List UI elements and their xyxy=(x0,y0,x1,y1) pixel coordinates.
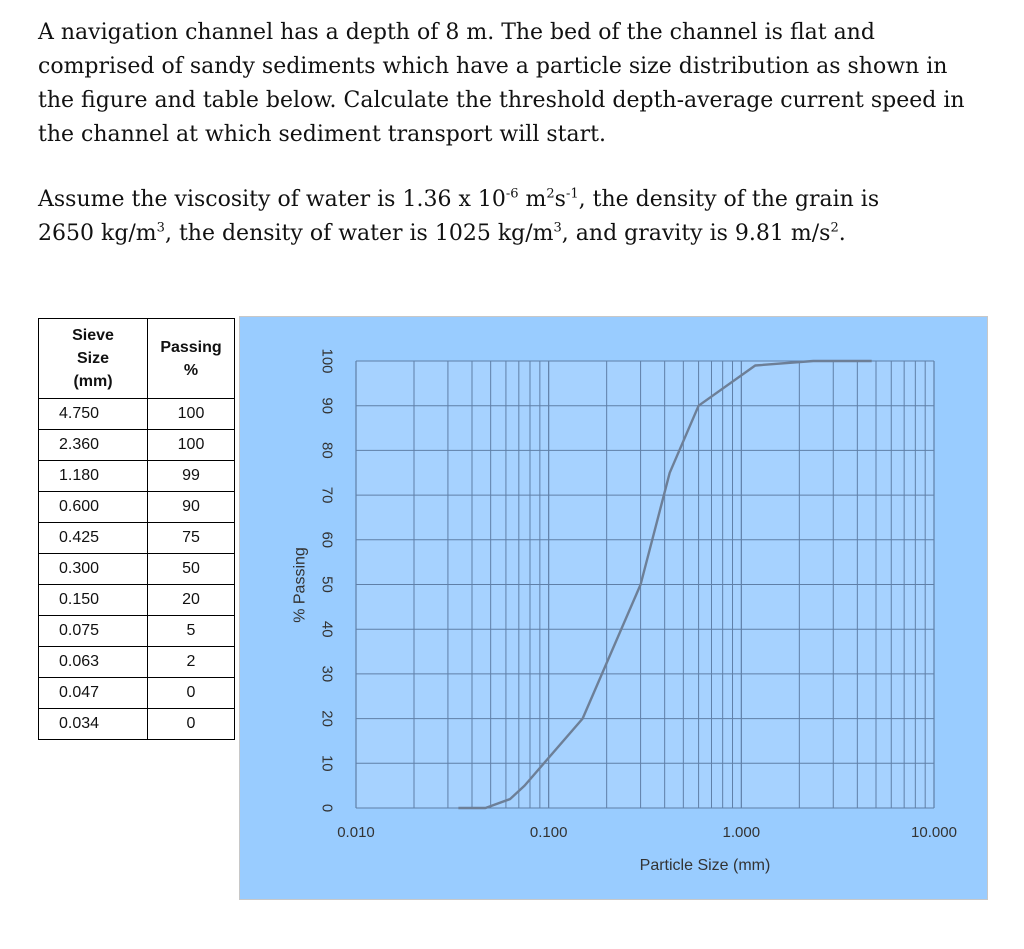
sieve-size-cell: 0.600 xyxy=(38,491,148,523)
gravity-text: , and gravity is 9.81 m/s xyxy=(561,221,831,246)
sieve-size-cell: 0.063 xyxy=(38,646,148,678)
passing-cell: 90 xyxy=(147,491,235,523)
assumptions-line-2: 2650 kg/m3, the density of water is 1025… xyxy=(38,217,998,251)
y-tick-label: 50 xyxy=(319,576,336,593)
problem-paragraph-2: Assume the viscosity of water is 1.36 x … xyxy=(38,183,998,251)
grain-density-exponent: 3 xyxy=(156,220,165,236)
passing-cell: 100 xyxy=(147,429,235,461)
passing-cell: 50 xyxy=(147,553,235,585)
sieve-size-cell: 4.750 xyxy=(38,398,148,430)
table-row: 2.360 100 xyxy=(38,429,235,461)
y-tick-label: 20 xyxy=(319,710,336,727)
viscosity-unit-s: s xyxy=(554,187,566,212)
gravity-exponent: 2 xyxy=(830,220,839,236)
header-line: Passing xyxy=(160,338,222,356)
table-row: 0.150 20 xyxy=(38,584,235,616)
table-row: 1.180 99 xyxy=(38,460,235,492)
x-tick-label: 10.000 xyxy=(911,824,957,841)
water-density-text: , the density of water is 1025 kg/m xyxy=(164,221,554,246)
y-tick-label: 90 xyxy=(319,397,336,414)
passing-cell: 75 xyxy=(147,522,235,554)
sieve-table: Sieve Size (mm) Passing % 4.750 100 2.360… xyxy=(38,318,235,740)
table-row: 4.750 100 xyxy=(38,398,235,430)
passing-cell: 2 xyxy=(147,646,235,678)
header-line: % xyxy=(183,361,199,379)
y-tick-label: 80 xyxy=(319,442,336,459)
y-axis-title: % Passing xyxy=(292,547,309,623)
passing-cell: 100 xyxy=(147,398,235,430)
header-passing: Passing % xyxy=(147,318,235,399)
problem-paragraph-1: A navigation channel has a depth of 8 m.… xyxy=(38,16,998,152)
x-axis-title: Particle Size (mm) xyxy=(640,857,771,874)
grading-curve xyxy=(458,359,872,810)
x-tick-label: 1.000 xyxy=(723,824,761,841)
table-row: 0.047 0 xyxy=(38,677,235,709)
header-sieve-size: Sieve Size (mm) xyxy=(38,318,148,399)
viscosity-unit-exponent-1: 2 xyxy=(546,186,555,202)
sieve-size-cell: 0.300 xyxy=(38,553,148,585)
header-line: Sieve xyxy=(72,327,114,344)
passing-cell: 0 xyxy=(147,708,235,740)
sieve-size-cell: 0.150 xyxy=(38,584,148,616)
problem-line: comprised of sandy sediments which have … xyxy=(38,54,948,79)
period: . xyxy=(838,221,846,246)
table-row: 0.034 0 xyxy=(38,708,235,740)
sieve-size-cell: 0.034 xyxy=(38,708,148,740)
viscosity-unit-exponent-2: -1 xyxy=(565,186,579,202)
passing-cell: 99 xyxy=(147,460,235,492)
x-tick-label: 0.100 xyxy=(530,824,568,841)
sieve-size-cell: 0.047 xyxy=(38,677,148,709)
table-row: 0.063 2 xyxy=(38,646,235,678)
problem-line: the figure and table below. Calculate th… xyxy=(38,88,965,113)
y-tick-label: 40 xyxy=(319,621,336,638)
table-row: 0.425 75 xyxy=(38,522,235,554)
table-row: 0.300 50 xyxy=(38,553,235,585)
passing-cell: 5 xyxy=(147,615,235,647)
water-density-exponent: 3 xyxy=(553,220,562,236)
y-tick-label: 30 xyxy=(319,666,336,683)
header-line: Size xyxy=(76,350,109,367)
y-tick-label: 70 xyxy=(319,487,336,504)
viscosity-exponent: -6 xyxy=(505,186,519,202)
grain-density-value: 2650 kg/m xyxy=(38,221,157,246)
passing-cell: 0 xyxy=(147,677,235,709)
y-tick-label: 60 xyxy=(319,531,336,548)
grading-chart-svg: 0 10 20 30 40 50 60 70 80 90 100 0.010 0.100 1.000 10.… xyxy=(292,348,957,874)
viscosity-text: Assume the viscosity of water is 1.36 x … xyxy=(38,187,506,212)
problem-line: the channel at which sediment transport … xyxy=(38,122,606,147)
y-tick-label: 10 xyxy=(319,755,336,772)
sieve-size-cell: 0.425 xyxy=(38,522,148,554)
sieve-size-cell: 1.180 xyxy=(38,460,148,492)
header-line: (mm) xyxy=(73,373,113,390)
table-header-row: Sieve Size (mm) Passing % xyxy=(38,318,235,399)
y-tick-label: 100 xyxy=(319,348,336,373)
problem-line: A navigation channel has a depth of 8 m.… xyxy=(38,20,875,45)
sieve-size-cell: 0.075 xyxy=(38,615,148,647)
grain-density-text: , the density of the grain is xyxy=(578,187,880,212)
passing-cell: 20 xyxy=(147,584,235,616)
sieve-size-cell: 2.360 xyxy=(38,429,148,461)
table-row: 0.075 5 xyxy=(38,615,235,647)
x-tick-label: 0.010 xyxy=(337,824,375,841)
table-row: 0.600 90 xyxy=(38,491,235,523)
viscosity-unit: m xyxy=(518,187,547,212)
assumptions-line-1: Assume the viscosity of water is 1.36 x … xyxy=(38,183,998,217)
grading-chart: 0 10 20 30 40 50 60 70 80 90 100 0.010 0.100 1.000 10.… xyxy=(239,316,988,900)
y-tick-label: 0 xyxy=(319,804,336,812)
